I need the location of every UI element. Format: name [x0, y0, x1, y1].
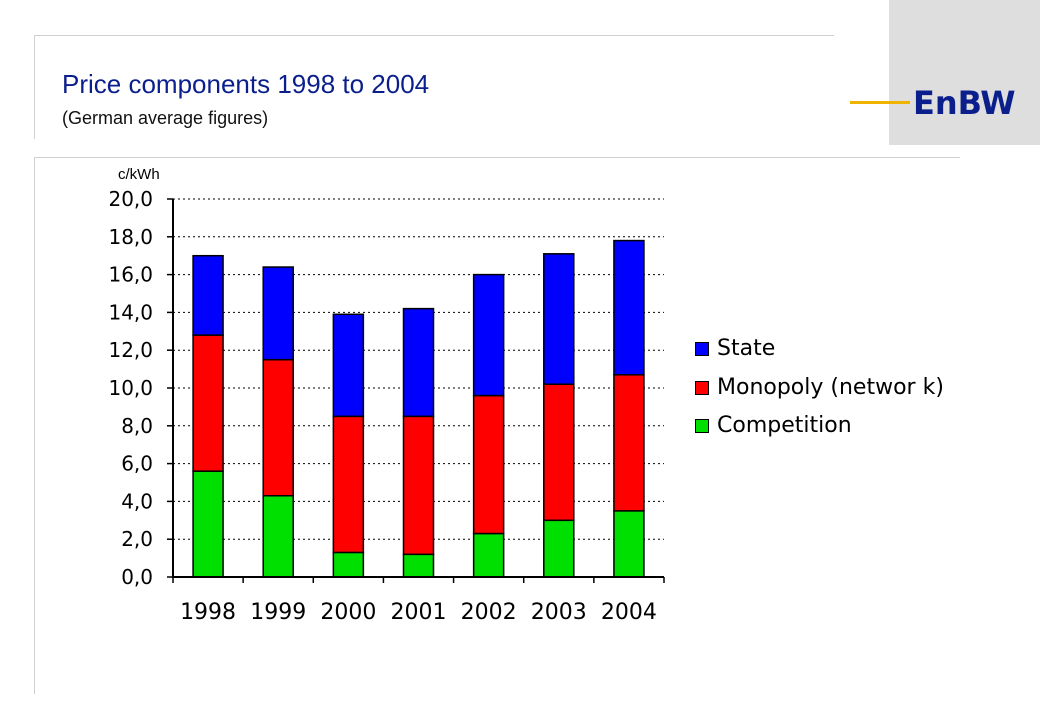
- x-tick-label: 2003: [531, 600, 587, 625]
- page-title: Price components 1998 to 2004: [62, 69, 430, 99]
- x-tick-label: 2004: [601, 600, 657, 625]
- legend-label-competition: Competition: [717, 413, 852, 438]
- bar-segment: [262, 266, 294, 361]
- legend-swatch-competition: [695, 419, 709, 433]
- bar-segment: [613, 510, 645, 578]
- x-tick-label: 2002: [461, 600, 517, 625]
- bar-segment: [332, 551, 365, 578]
- logo-panel: [889, 0, 1040, 145]
- y-tick-label: 20,0: [108, 187, 153, 211]
- y-tick-label: 4,0: [121, 489, 153, 513]
- bar-segment: [402, 307, 435, 418]
- y-tick-label: 10,0: [108, 376, 153, 400]
- bar-segment: [543, 253, 575, 385]
- legend-label-monopoly: Monopoly (networ k): [717, 374, 944, 400]
- bar-segment: [262, 494, 294, 578]
- bar-segment: [262, 358, 294, 497]
- bar-segment: [192, 254, 224, 336]
- y-tick-label: 2,0: [121, 527, 153, 551]
- frame-left-line-top: [34, 35, 35, 139]
- bar-segment: [402, 553, 435, 578]
- bar-segment: [192, 470, 224, 578]
- logo-accent-line: [850, 101, 910, 104]
- y-tick-label: 18,0: [108, 225, 153, 249]
- bar-segment: [543, 383, 575, 522]
- enbw-logo: EnBW: [913, 84, 1016, 122]
- y-tick-label: 12,0: [108, 338, 153, 362]
- x-tick-label: 2000: [320, 600, 376, 625]
- y-tick-label: 14,0: [108, 300, 153, 324]
- y-tick-label: 0,0: [121, 565, 153, 589]
- y-tick-label: 16,0: [108, 263, 153, 287]
- bar-segment: [543, 519, 575, 578]
- bar-segment: [402, 415, 435, 556]
- legend-swatch-state: [695, 342, 709, 356]
- legend-swatch-monopoly: [695, 380, 709, 395]
- bar-segment: [613, 374, 645, 512]
- legend-label-state: State: [717, 336, 776, 361]
- x-tick-label: 1998: [180, 600, 236, 625]
- y-tick-label: 8,0: [121, 414, 153, 438]
- y-tick-label: 6,0: [121, 452, 153, 476]
- bar-segment: [332, 415, 365, 554]
- bar-segment: [472, 273, 505, 397]
- frame-left-line-bottom: [34, 157, 35, 694]
- frame-middle-line: [34, 157, 960, 158]
- bar-segment: [613, 239, 645, 376]
- x-tick-label: 2001: [391, 600, 447, 625]
- bar-segment: [192, 334, 224, 472]
- bar-segment: [472, 394, 505, 535]
- bar-segment: [332, 313, 365, 418]
- y-axis-unit: c/kWh: [118, 166, 160, 183]
- page-subtitle: (German average figures): [62, 108, 269, 128]
- x-tick-label: 1999: [250, 600, 306, 625]
- bar-segment: [472, 532, 505, 578]
- frame-top-line: [34, 35, 834, 36]
